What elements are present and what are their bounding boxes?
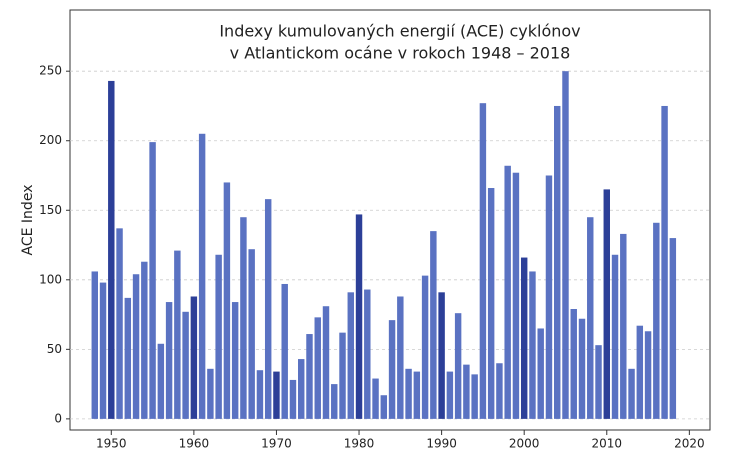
bar <box>537 328 544 419</box>
bar <box>578 318 586 419</box>
bar <box>364 289 371 419</box>
bar <box>124 297 132 419</box>
bar <box>248 249 255 419</box>
y-tick-label: 0 <box>54 411 62 425</box>
bar <box>355 214 363 419</box>
bar <box>132 274 140 419</box>
bar <box>661 105 668 419</box>
y-tick-label: 50 <box>47 342 62 356</box>
bar <box>149 142 156 419</box>
bar <box>231 302 239 419</box>
bar <box>380 395 388 419</box>
y-tick-label: 150 <box>39 203 62 217</box>
bar <box>314 317 321 419</box>
bar <box>545 175 553 419</box>
bar <box>430 231 437 419</box>
x-tick-label: 2000 <box>509 437 540 451</box>
bar <box>471 374 478 419</box>
bar <box>198 133 206 419</box>
y-tick-label: 250 <box>39 64 62 78</box>
x-tick-label: 2020 <box>674 437 705 451</box>
bar <box>446 371 454 419</box>
bar <box>289 379 297 419</box>
bar <box>388 320 396 419</box>
bar <box>611 254 619 419</box>
y-tick-label: 100 <box>39 272 62 286</box>
chart-title: v Atlantickom ocáne v rokoch 1948 – 2018 <box>230 44 571 63</box>
bar <box>520 257 528 419</box>
bar <box>512 172 520 419</box>
bar <box>554 105 561 419</box>
bar <box>529 271 536 419</box>
bar <box>306 334 313 419</box>
x-tick-label: 1970 <box>261 437 292 451</box>
bar <box>190 296 198 419</box>
x-tick-label: 1980 <box>344 437 375 451</box>
bar <box>223 182 231 419</box>
bar <box>141 261 148 419</box>
bar <box>99 282 107 419</box>
bar <box>207 368 214 419</box>
bar <box>281 283 288 419</box>
bar <box>339 332 346 419</box>
bar <box>91 271 98 419</box>
bar <box>108 80 115 419</box>
x-tick-label: 1960 <box>179 437 210 451</box>
bar <box>463 364 470 419</box>
bar <box>256 370 264 419</box>
bar <box>215 254 222 419</box>
bar <box>454 313 462 419</box>
bar <box>347 292 354 419</box>
bar <box>644 331 652 419</box>
y-tick-label: 200 <box>39 133 62 147</box>
bar <box>504 165 511 419</box>
bar <box>174 250 181 419</box>
bar <box>587 217 594 419</box>
bar <box>487 188 495 419</box>
bar <box>405 368 412 419</box>
bar <box>298 359 305 419</box>
x-tick-label: 1950 <box>96 437 127 451</box>
bar <box>157 343 165 419</box>
bar <box>413 371 421 419</box>
bar <box>438 292 445 419</box>
bar <box>595 345 602 419</box>
bar <box>273 371 280 419</box>
chart-title: Indexy kumulovaných energií (ACE) cyklón… <box>219 22 580 41</box>
x-tick-label: 1990 <box>426 437 457 451</box>
bar <box>669 238 677 419</box>
bar <box>116 228 123 419</box>
bar <box>628 368 635 419</box>
bar <box>496 363 503 419</box>
bar <box>562 71 569 419</box>
bar <box>165 302 173 419</box>
x-tick-label: 2010 <box>592 437 623 451</box>
bar <box>636 325 644 419</box>
bar <box>331 384 338 419</box>
bar <box>240 217 247 419</box>
bar <box>570 309 577 419</box>
y-axis-label: ACE Index <box>20 185 36 256</box>
bar <box>397 296 404 419</box>
bar <box>479 103 487 419</box>
bar <box>264 199 272 419</box>
bar <box>182 311 189 419</box>
bar <box>322 306 330 419</box>
bar <box>421 275 429 419</box>
bar <box>653 222 660 419</box>
bar <box>603 189 610 419</box>
bar <box>620 233 627 419</box>
bar <box>372 378 379 419</box>
